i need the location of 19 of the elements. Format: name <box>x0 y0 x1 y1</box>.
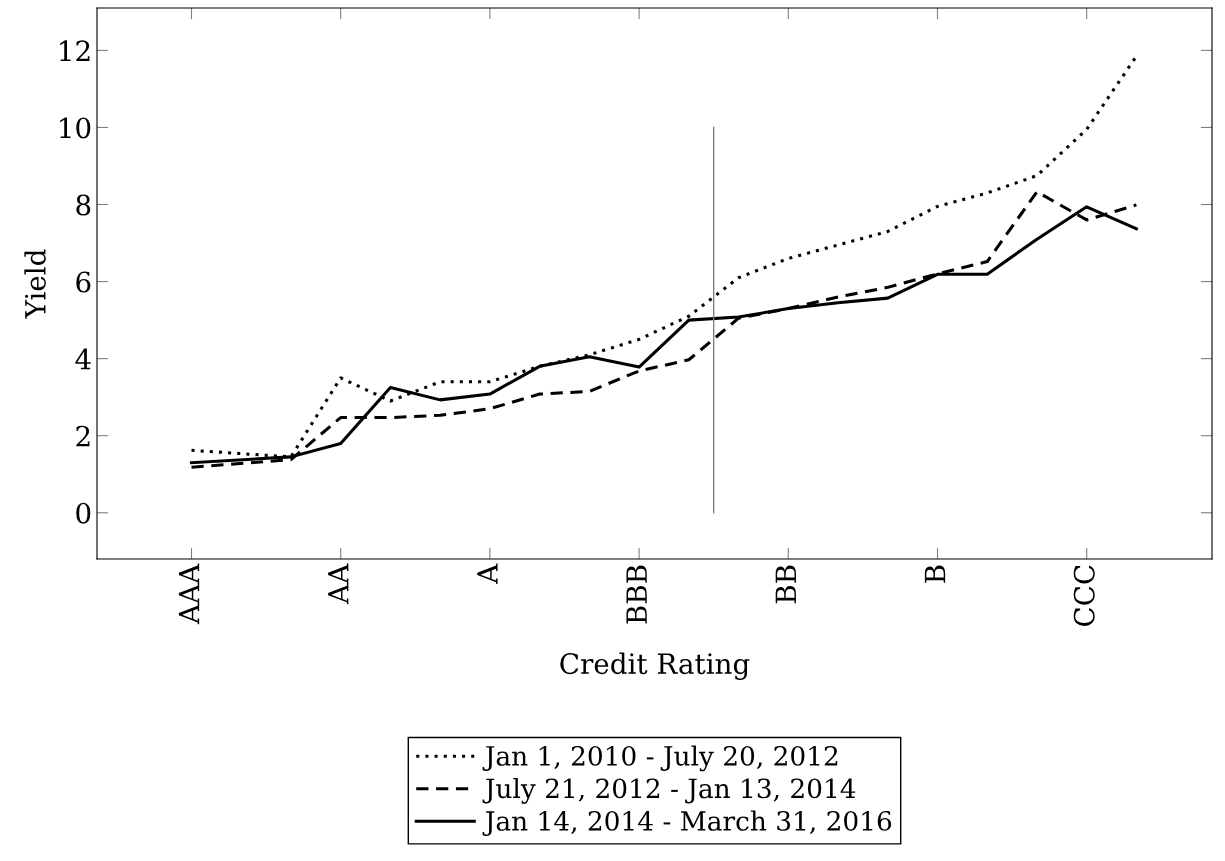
y-tick-label: 8 <box>76 194 91 216</box>
x-tick-label: BB <box>775 565 796 604</box>
legend-label: Jan 14, 2014 - March 31, 2016 <box>482 810 892 836</box>
x-tick-label: A <box>477 563 498 585</box>
y-tick-label: 0 <box>76 502 91 524</box>
y-tick-label: 4 <box>75 348 91 370</box>
x-tick-label: CCC <box>1073 565 1095 627</box>
legend-label: Jan 1, 2010 - July 20, 2012 <box>482 745 838 772</box>
legend-label: July 21, 2012 - Jan 13, 2014 <box>482 777 856 804</box>
y-axis-title: Yield <box>24 249 46 319</box>
y-tick-label: 6 <box>76 271 91 293</box>
x-tick-label: AA <box>328 563 349 605</box>
y-tick-label: 2 <box>76 425 90 447</box>
x-tick-label: AAA <box>178 563 200 625</box>
x-tick-label: BBB <box>626 565 647 624</box>
y-tick-label: 12 <box>60 40 90 61</box>
y-tick-label: 10 <box>60 117 91 139</box>
x-axis-title: Credit Rating <box>560 652 750 680</box>
x-tick-label: B <box>924 565 946 583</box>
